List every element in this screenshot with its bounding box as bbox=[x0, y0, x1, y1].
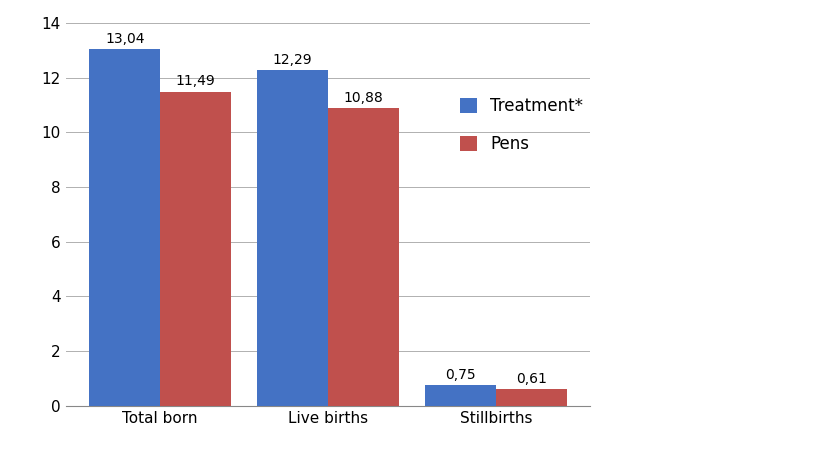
Bar bbox=[495, 389, 566, 406]
Text: 13,04: 13,04 bbox=[105, 32, 144, 46]
Legend: Treatment*, Pens: Treatment*, Pens bbox=[451, 89, 590, 161]
Text: 11,49: 11,49 bbox=[175, 74, 215, 89]
Bar bbox=[89, 49, 160, 406]
Text: 10,88: 10,88 bbox=[343, 91, 382, 105]
Bar bbox=[257, 70, 328, 406]
Bar bbox=[328, 108, 398, 406]
Bar bbox=[425, 385, 495, 406]
Text: 0,61: 0,61 bbox=[515, 372, 546, 386]
Text: 0,75: 0,75 bbox=[445, 368, 476, 382]
Text: 12,29: 12,29 bbox=[273, 53, 312, 66]
Bar bbox=[160, 92, 230, 406]
